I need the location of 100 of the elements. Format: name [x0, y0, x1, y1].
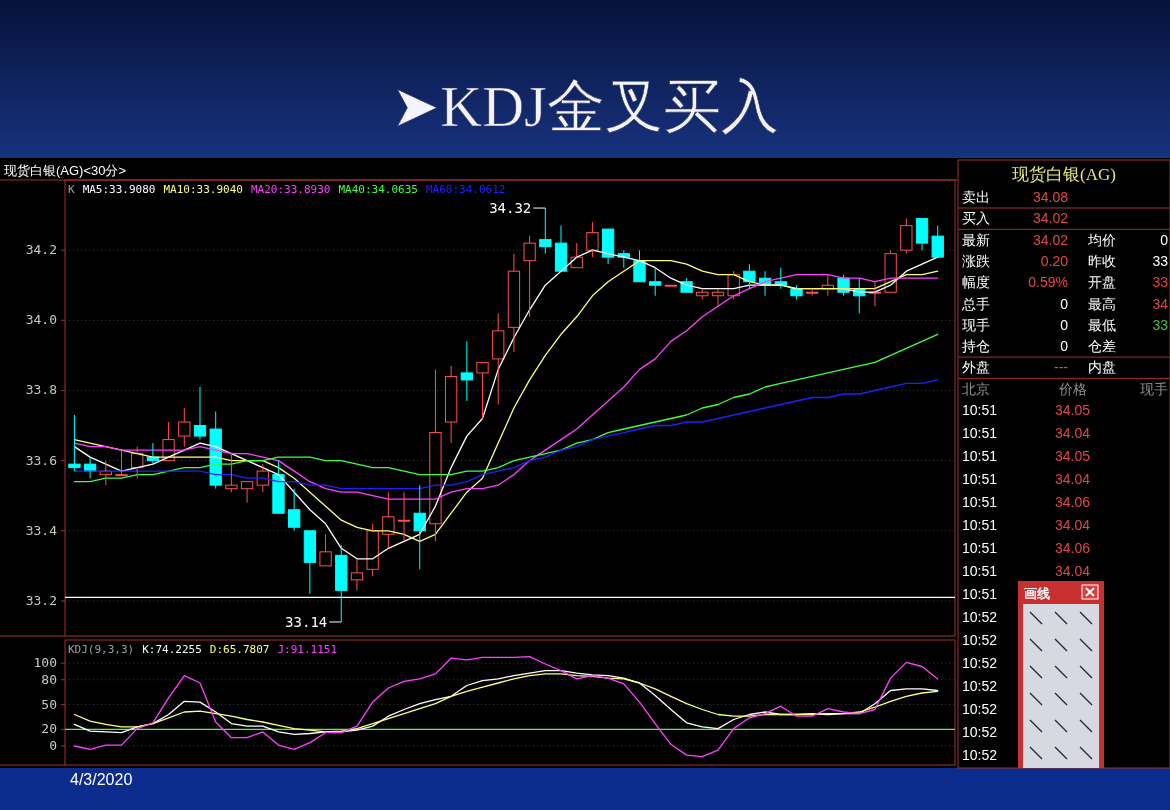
- candlestick: [350, 558, 364, 591]
- text: 卖出: [962, 189, 990, 205]
- text: 现手: [1140, 380, 1168, 397]
- candlestick: [335, 544, 348, 623]
- candlestick: [900, 218, 913, 255]
- candlestick: [554, 225, 568, 272]
- y-tick-label: 33.8: [25, 382, 57, 398]
- text: 北京: [962, 380, 990, 397]
- text: 10:51: [962, 563, 998, 579]
- text: 内盘: [1088, 359, 1116, 376]
- text: 10:51: [962, 586, 998, 602]
- candlestick: [382, 491, 395, 549]
- text: 10:52: [962, 678, 998, 694]
- text: 最高: [1088, 295, 1116, 312]
- text: 10:51: [962, 540, 998, 556]
- candlestick: [413, 484, 426, 570]
- text: 开盘: [1088, 274, 1116, 291]
- candlestick: [507, 253, 521, 353]
- candlestick: [68, 414, 81, 472]
- text: 34.04: [1054, 425, 1091, 441]
- legend-title: KDJ(9,3,3): [68, 643, 135, 656]
- text: 10:52: [962, 655, 998, 671]
- text: 持仓: [962, 338, 990, 355]
- text: J:91.1151: [277, 643, 338, 656]
- chart-title: ➤KDJ金叉买入: [391, 74, 779, 139]
- text: 10:51: [962, 448, 998, 464]
- text: 34.05: [1054, 448, 1091, 464]
- text: 34.08: [1032, 189, 1069, 205]
- candlestick: [303, 530, 317, 595]
- text: 0: [1060, 316, 1069, 333]
- y-tick-label: 80: [41, 671, 57, 687]
- text: 仓差: [1088, 338, 1116, 355]
- y-tick-label: 33.2: [25, 592, 57, 608]
- candlestick: [444, 365, 458, 444]
- text: MA20:33.8930: [250, 183, 331, 196]
- text: 34.06: [1054, 540, 1091, 556]
- candlestick: [366, 523, 379, 577]
- text: MA60:34.0612: [425, 183, 506, 196]
- text: 10:52: [962, 632, 998, 648]
- text: 10:52: [962, 747, 998, 763]
- text: 0: [1160, 231, 1169, 248]
- text: 10:52: [962, 701, 998, 717]
- text: 幅度: [962, 274, 990, 291]
- candlestick: [931, 225, 944, 258]
- toolbar: 画线: [1018, 581, 1104, 768]
- text: 现手: [962, 316, 990, 333]
- text: 0.20: [1040, 252, 1069, 269]
- text: 总手: [961, 295, 990, 312]
- candlestick: [193, 386, 207, 441]
- candlestick: [225, 453, 238, 493]
- text: 昨收: [1088, 252, 1116, 269]
- text: 34: [1152, 295, 1169, 312]
- candlestick: [272, 460, 285, 514]
- legend-title: K: [68, 183, 75, 196]
- candlestick: [240, 481, 254, 504]
- text: 0: [1060, 338, 1069, 355]
- candlestick: [460, 340, 473, 402]
- y-tick-label: 33.4: [25, 522, 58, 538]
- candlestick: [492, 312, 505, 405]
- text: 34.04: [1054, 471, 1091, 487]
- candlestick: [633, 249, 646, 283]
- text: 4/3/2020: [70, 771, 133, 788]
- candlestick: [429, 368, 442, 542]
- y-tick-label: 34.2: [25, 242, 57, 258]
- y-tick-label: 33.6: [25, 452, 57, 468]
- text: 33: [1152, 316, 1169, 333]
- text: 34.05: [1054, 402, 1091, 418]
- text: 10:51: [962, 494, 998, 510]
- text: 10:52: [962, 724, 998, 740]
- candlestick: [570, 242, 583, 269]
- text: 价格: [1058, 380, 1087, 397]
- text: 10:51: [962, 425, 998, 441]
- text: 最低: [1088, 316, 1116, 333]
- text: 现货白银(AG): [1012, 165, 1116, 184]
- y-tick-label: 100: [33, 655, 57, 671]
- candlestick: [178, 407, 191, 448]
- candlestick: [476, 361, 489, 420]
- candlestick: [319, 533, 332, 567]
- annotation: 34.32: [489, 200, 532, 217]
- text: 10:51: [962, 517, 998, 533]
- text: 买入: [962, 210, 990, 227]
- text: 外盘: [962, 359, 990, 376]
- text: 34.02: [1032, 210, 1069, 227]
- candlestick: [806, 288, 819, 297]
- y-tick-label: 34.0: [25, 312, 57, 328]
- text: 10:52: [962, 609, 998, 625]
- y-tick-label: 50: [41, 696, 57, 712]
- candlestick: [586, 221, 599, 258]
- text: 0.59%: [1028, 274, 1068, 291]
- text: 34.02: [1032, 231, 1069, 248]
- y-tick-label: 0: [49, 737, 57, 753]
- text: 34.06: [1054, 494, 1091, 510]
- text: 10:51: [962, 471, 998, 487]
- text: 0: [1060, 295, 1069, 312]
- candlestick: [601, 228, 615, 265]
- text: 涨跌: [962, 252, 990, 269]
- candlestick: [743, 263, 756, 290]
- candlestick: [790, 284, 803, 300]
- text: 33: [1152, 252, 1169, 269]
- text: 均价: [1087, 231, 1116, 248]
